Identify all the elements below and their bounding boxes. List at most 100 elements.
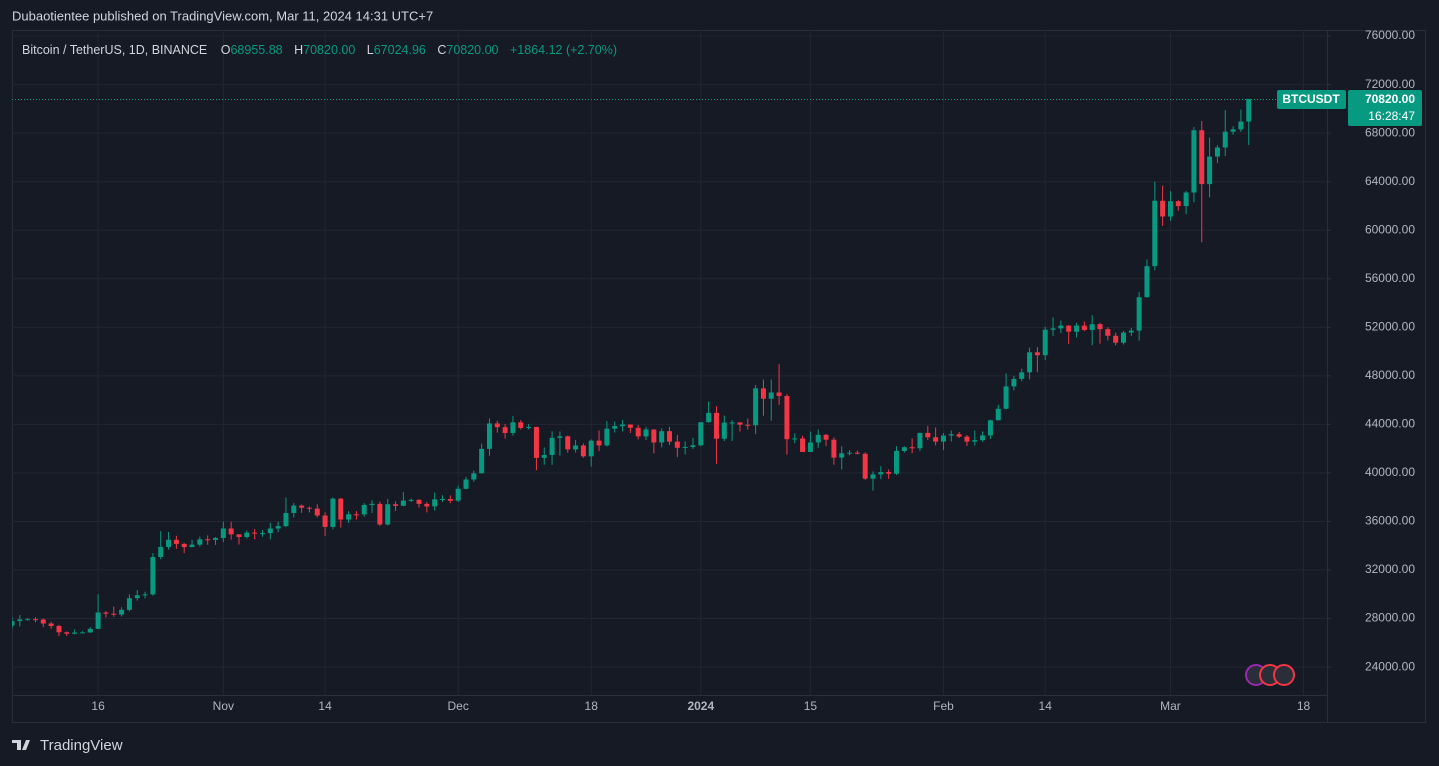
legend-value: 70820.00 (303, 43, 355, 57)
candle-body (181, 543, 187, 548)
candle-body (854, 452, 860, 454)
candle-body (886, 472, 892, 474)
candle-body (236, 534, 242, 538)
candle-body (698, 422, 704, 446)
candle-body (220, 528, 226, 538)
candle-body (205, 539, 211, 541)
ticker-box (1277, 90, 1346, 109)
candle-body (56, 625, 62, 633)
candle-body (479, 448, 485, 474)
candle-body (526, 426, 532, 428)
candle-body (1191, 130, 1197, 193)
candle-body (659, 431, 665, 443)
candle-body (173, 539, 179, 544)
candle-body (1230, 129, 1236, 132)
candle-body (620, 424, 626, 427)
logo-icon (12, 740, 30, 750)
y-tick-label: 64000.00 (1365, 174, 1415, 188)
legend-value: 70820.00 (446, 43, 498, 57)
candle-body (72, 632, 78, 634)
candle-body (948, 434, 954, 436)
candle-body (502, 427, 508, 434)
candle-body (800, 438, 806, 452)
candle-body (408, 499, 414, 501)
candle-body (995, 408, 1001, 421)
candle-body (690, 445, 696, 447)
candle-body (573, 445, 579, 450)
candle-body (588, 440, 594, 457)
candle-body (1136, 297, 1142, 331)
candle-body (682, 446, 688, 448)
candle-body (259, 533, 265, 535)
candle-body (306, 507, 312, 509)
candle-body (299, 505, 305, 508)
candle-body (643, 429, 649, 437)
candle-body (917, 432, 923, 449)
candle-body (580, 445, 586, 457)
candle-body (103, 612, 109, 614)
candle-body (1081, 325, 1087, 330)
candle-body (667, 431, 672, 442)
candle-body (150, 557, 156, 595)
candle-body (455, 488, 461, 501)
candle-body (1011, 378, 1017, 387)
candle-body (1097, 324, 1103, 330)
candle-body (369, 503, 375, 505)
x-tick-label: 14 (1039, 699, 1053, 713)
candle-body (940, 435, 946, 442)
candle-body (79, 632, 85, 634)
x-tick-label: Dec (447, 699, 468, 713)
candle-body (541, 454, 547, 458)
x-tick-label: 2024 (687, 699, 714, 713)
logo: TradingView (12, 737, 123, 754)
x-tick-label: Feb (933, 699, 954, 713)
x-tick-label: Mar (1160, 699, 1181, 713)
candle-body (792, 438, 798, 440)
candle-body (1152, 200, 1158, 267)
candle-body (1089, 324, 1095, 330)
candle-body (604, 428, 610, 446)
candle-body (267, 528, 273, 534)
candle-body (760, 388, 766, 399)
candle-body (901, 447, 907, 451)
candle-body (142, 594, 148, 596)
candle-body (729, 422, 735, 424)
candle-body (322, 515, 328, 527)
candle-body (745, 424, 751, 426)
candle-body (12, 621, 15, 626)
candle-body (518, 422, 524, 428)
candle-body (612, 426, 618, 429)
candle-body (713, 412, 719, 439)
candle-body (346, 514, 352, 520)
y-tick-label: 68000.00 (1365, 125, 1415, 139)
candle-body (596, 440, 602, 446)
candle-body (25, 619, 31, 621)
candle-body (1175, 201, 1181, 207)
countdown: 16:28:47 (1368, 109, 1415, 123)
y-tick-label: 40000.00 (1365, 465, 1415, 479)
candle-body (432, 499, 438, 507)
y-tick-label: 32000.00 (1365, 562, 1415, 576)
candle-body (862, 453, 868, 479)
candle-body (228, 528, 234, 535)
candle-body (1120, 332, 1126, 343)
candle-body (119, 609, 125, 615)
candle-body (213, 537, 219, 540)
candle-body (893, 450, 899, 474)
candle-body (1003, 386, 1009, 409)
y-tick-label: 56000.00 (1365, 271, 1415, 285)
legend-value: 67024.96 (374, 43, 426, 57)
x-tick-label: 16 (91, 699, 105, 713)
candle-body (1183, 192, 1189, 207)
y-tick-label: 52000.00 (1365, 319, 1415, 333)
candle-body (48, 623, 54, 626)
candle-body (1144, 266, 1150, 298)
candle-body (158, 546, 164, 558)
candle-body (252, 532, 258, 534)
candle-body (17, 619, 23, 622)
candle-body (400, 500, 406, 506)
event-icon (1273, 664, 1295, 686)
candle-body (878, 472, 884, 475)
candle-body (1105, 329, 1111, 336)
